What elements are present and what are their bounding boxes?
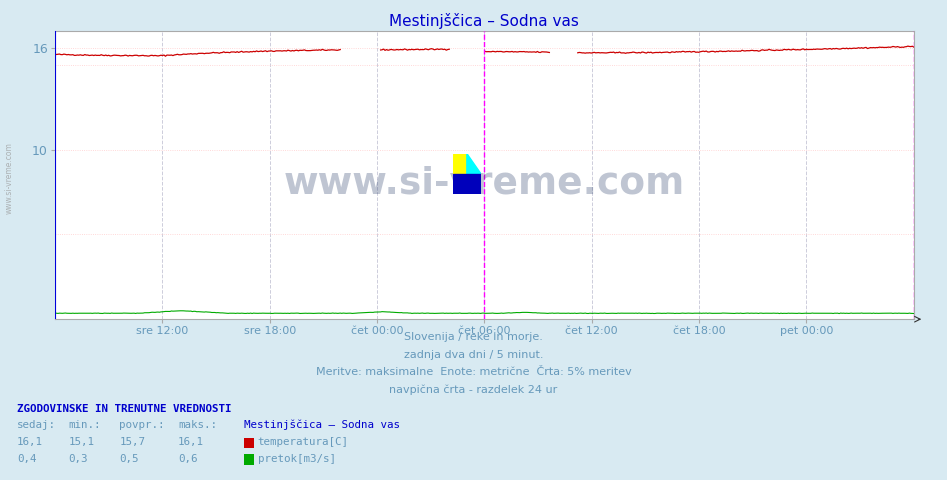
Text: maks.:: maks.: [178, 420, 217, 430]
Text: 16,1: 16,1 [17, 437, 43, 447]
Text: 15,7: 15,7 [119, 437, 145, 447]
Text: ZGODOVINSKE IN TRENUTNE VREDNOSTI: ZGODOVINSKE IN TRENUTNE VREDNOSTI [17, 404, 232, 414]
Text: 0,5: 0,5 [119, 454, 139, 464]
Text: zadnja dva dni / 5 minut.: zadnja dva dni / 5 minut. [403, 349, 544, 360]
Text: 0,6: 0,6 [178, 454, 198, 464]
Text: 15,1: 15,1 [68, 437, 94, 447]
Text: pretok[m3/s]: pretok[m3/s] [258, 454, 335, 464]
Text: povpr.:: povpr.: [119, 420, 165, 430]
Polygon shape [453, 174, 481, 194]
Text: navpična črta - razdelek 24 ur: navpična črta - razdelek 24 ur [389, 384, 558, 395]
Bar [453, 154, 467, 174]
Text: sedaj:: sedaj: [17, 420, 56, 430]
Text: 0,4: 0,4 [17, 454, 37, 464]
Text: Slovenija / reke in morje.: Slovenija / reke in morje. [404, 332, 543, 342]
Polygon shape [467, 154, 481, 174]
Text: www.si-vreme.com: www.si-vreme.com [5, 142, 14, 214]
Text: 0,3: 0,3 [68, 454, 88, 464]
Text: Mestinjščica – Sodna vas: Mestinjščica – Sodna vas [244, 420, 401, 430]
Text: min.:: min.: [68, 420, 100, 430]
Text: temperatura[C]: temperatura[C] [258, 437, 348, 447]
Title: Mestinjščica – Sodna vas: Mestinjščica – Sodna vas [389, 12, 580, 29]
Text: Meritve: maksimalne  Enote: metrične  Črta: 5% meritev: Meritve: maksimalne Enote: metrične Črta… [315, 367, 632, 377]
Text: www.si-vreme.com: www.si-vreme.com [284, 166, 685, 202]
Text: 16,1: 16,1 [178, 437, 204, 447]
